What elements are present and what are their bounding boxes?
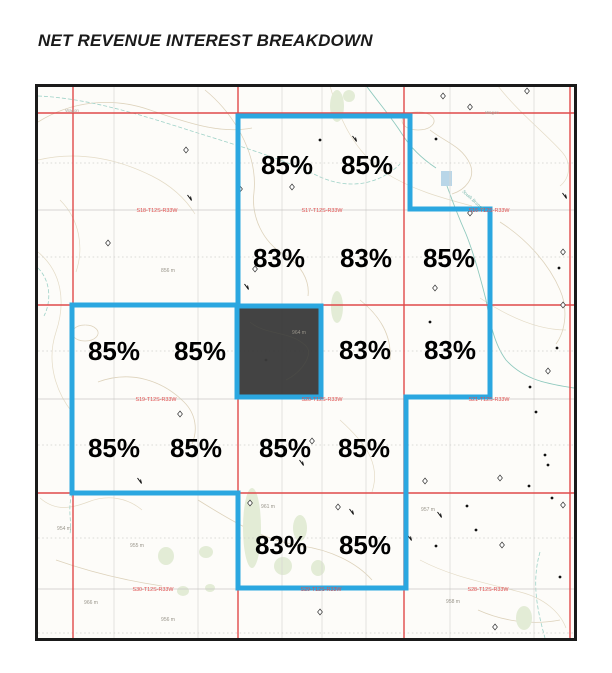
well-dot-icon bbox=[557, 266, 561, 270]
elevation-label: 957 m bbox=[421, 507, 435, 513]
well-dot-icon bbox=[318, 138, 322, 142]
nri-percentage-label: 83% bbox=[255, 530, 307, 560]
nri-percentage-label: 83% bbox=[339, 335, 391, 365]
elevation-label: 958 m bbox=[446, 599, 460, 605]
diamond-marker-icon bbox=[335, 503, 341, 511]
excluded-tract-fill bbox=[237, 306, 321, 397]
well-dot-icon bbox=[555, 346, 559, 350]
well-dot-icon bbox=[534, 410, 538, 414]
diamond-marker-icon bbox=[432, 284, 438, 292]
nri-percentage-label: 85% bbox=[261, 150, 313, 180]
arrow-mark-icon bbox=[349, 508, 354, 515]
nri-percentage-label: 85% bbox=[338, 433, 390, 463]
well-dot-icon bbox=[527, 484, 531, 488]
nri-percentage-label: 83% bbox=[253, 243, 305, 273]
diamond-marker-icon bbox=[105, 239, 111, 247]
diamond-marker-icon bbox=[492, 623, 498, 631]
pond bbox=[441, 171, 452, 186]
nri-percentage-label: 85% bbox=[88, 336, 140, 366]
plss-section-label: S28-T12S-R33W bbox=[467, 587, 509, 593]
tract-contour bbox=[249, 321, 309, 381]
plss-section-label: S16-T12S-R33W bbox=[468, 208, 510, 214]
well-dot-icon bbox=[428, 320, 432, 324]
elevation-label: 956 m bbox=[161, 617, 175, 623]
nri-percentage-label: 85% bbox=[174, 336, 226, 366]
well-dot-icon bbox=[434, 544, 438, 548]
section-labels: S18-T12S-R33W S17-T12S-R33W S16-T12S-R33W S… bbox=[132, 208, 510, 593]
diamond-marker-icon bbox=[317, 608, 323, 616]
arrow-mark-icon bbox=[299, 459, 304, 466]
well-dot-icon bbox=[434, 137, 438, 141]
plss-section-label: S21-T12S-R33W bbox=[468, 397, 510, 403]
plss-section-label: S17-T12S-R33W bbox=[301, 208, 343, 214]
diamond-marker-icon bbox=[252, 265, 258, 273]
diamond-marker-icon bbox=[499, 541, 505, 549]
elevation-label: 955 m bbox=[130, 543, 144, 549]
arrow-mark-icon bbox=[352, 135, 357, 142]
diamond-marker-icon bbox=[440, 92, 446, 100]
diamond-marker-icon bbox=[289, 183, 295, 191]
contour-lines bbox=[37, 86, 569, 629]
diamond-marker-icon bbox=[309, 437, 315, 445]
arrow-mark-icon bbox=[562, 192, 567, 199]
diamond-marker-icon bbox=[560, 248, 566, 256]
road-label: Wagon bbox=[65, 108, 79, 113]
nri-percentage-label: 85% bbox=[341, 150, 393, 180]
well-dot-icon bbox=[465, 504, 469, 508]
arrow-mark-icon bbox=[137, 477, 142, 484]
elevation-label: 954 m bbox=[57, 526, 71, 532]
arrow-mark-icon bbox=[187, 194, 192, 201]
page-title: NET REVENUE INTEREST BREAKDOWN bbox=[38, 31, 373, 50]
arrow-mark-icon bbox=[437, 511, 442, 518]
elevation-labels: 856 m 964 m 961 m 957 m 954 m 955 m 966 m 956 m… bbox=[57, 268, 460, 623]
nri-percentage-label: 85% bbox=[339, 530, 391, 560]
subject-tract bbox=[234, 303, 324, 400]
map-frame bbox=[35, 84, 577, 641]
road-label: Wagon bbox=[485, 110, 499, 115]
diamond-marker-icon bbox=[524, 87, 530, 95]
plss-section-label: S18-T12S-R33W bbox=[136, 208, 178, 214]
excluded-tract-border bbox=[234, 303, 324, 400]
diamond-marker-icon bbox=[467, 103, 473, 111]
well-dot-icon bbox=[550, 496, 554, 500]
diamond-marker-icon bbox=[467, 209, 473, 217]
diamond-marker-icon bbox=[560, 301, 566, 309]
diamond-marker-icon bbox=[247, 499, 253, 507]
arrow-mark-icon bbox=[407, 534, 412, 541]
well-dot-icon bbox=[558, 575, 562, 579]
plss-section-label: S29-T12S-R33W bbox=[300, 587, 342, 593]
diamond-marker-icon bbox=[422, 477, 428, 485]
unit-boundary-outline bbox=[69, 113, 493, 591]
elevation-label: 966 m bbox=[84, 600, 98, 606]
diamond-marker-icon bbox=[560, 501, 566, 509]
elevation-label: 964 m bbox=[292, 330, 306, 336]
nri-percentage-label: 85% bbox=[170, 433, 222, 463]
diamond-marker-icon bbox=[177, 410, 183, 418]
plss-section-label: S19-T12S-R33W bbox=[135, 397, 177, 403]
well-dot-icon bbox=[474, 528, 478, 532]
diamond-marker-icon bbox=[497, 474, 503, 482]
well-dot-icon bbox=[546, 463, 550, 467]
diamond-marker-icon bbox=[545, 367, 551, 375]
nri-percentage-label: 85% bbox=[259, 433, 311, 463]
nri-percentage-label: 85% bbox=[423, 243, 475, 273]
nri-percentage-label: 85% bbox=[88, 433, 140, 463]
diamond-marker-icon bbox=[183, 146, 189, 154]
plss-section-label: S30-T12S-R33W bbox=[132, 587, 174, 593]
well-dot-icon bbox=[528, 385, 532, 389]
plss-section-label: S20-T12S-R33W bbox=[301, 397, 343, 403]
nri-labels: 85% 85% 83% 83% 85% 85% 85% 83% 83% 85% 85% 85% 85% 8… bbox=[88, 150, 476, 560]
unit-boundary bbox=[69, 113, 493, 591]
nri-percentage-label: 83% bbox=[424, 335, 476, 365]
well-dot-icon bbox=[543, 453, 547, 457]
elevation-label: 856 m bbox=[161, 268, 175, 274]
arrow-mark-icon bbox=[244, 283, 249, 290]
elevation-label: 961 m bbox=[261, 504, 275, 510]
nri-percentage-label: 83% bbox=[340, 243, 392, 273]
